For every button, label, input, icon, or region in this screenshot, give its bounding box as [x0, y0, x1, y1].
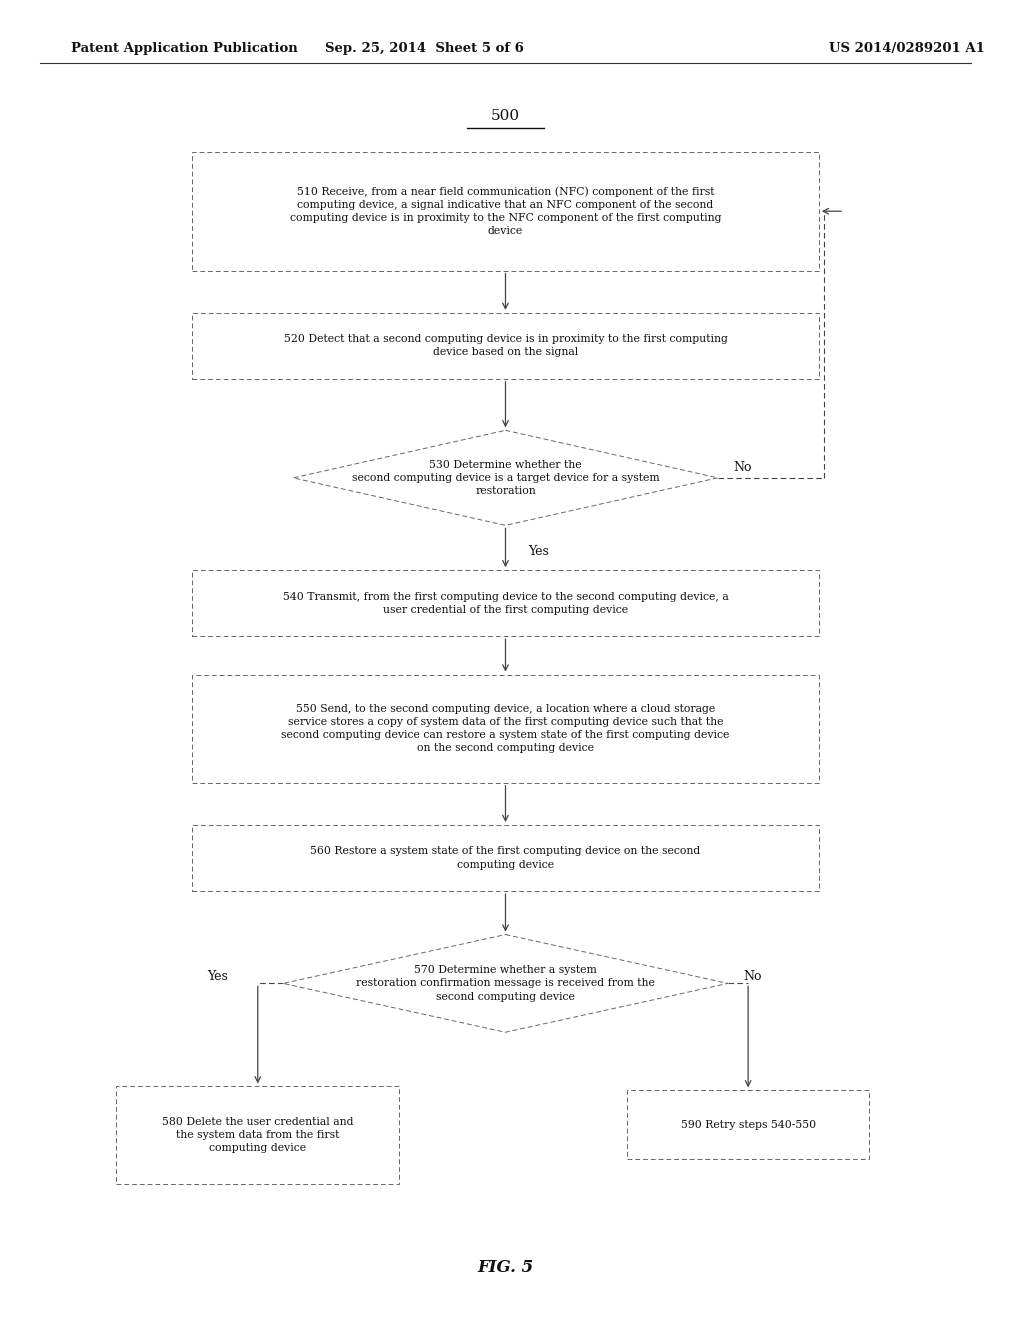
Polygon shape [283, 935, 728, 1032]
Text: Patent Application Publication: Patent Application Publication [71, 42, 298, 55]
Text: 540 Transmit, from the first computing device to the second computing device, a
: 540 Transmit, from the first computing d… [283, 591, 728, 615]
Text: 570 Determine whether a system
restoration confirmation message is received from: 570 Determine whether a system restorati… [356, 965, 655, 1002]
FancyBboxPatch shape [193, 152, 819, 271]
Text: 560 Restore a system state of the first computing device on the second
computing: 560 Restore a system state of the first … [310, 846, 700, 870]
Text: Yes: Yes [527, 545, 549, 558]
FancyBboxPatch shape [117, 1086, 399, 1184]
Text: 510 Receive, from a near field communication (NFC) component of the first
comput: 510 Receive, from a near field communica… [290, 186, 721, 236]
Text: 520 Detect that a second computing device is in proximity to the first computing: 520 Detect that a second computing devic… [284, 334, 727, 358]
FancyBboxPatch shape [193, 570, 819, 636]
Text: Sep. 25, 2014  Sheet 5 of 6: Sep. 25, 2014 Sheet 5 of 6 [326, 42, 524, 55]
Text: No: No [743, 970, 762, 983]
Text: 550 Send, to the second computing device, a location where a cloud storage
servi: 550 Send, to the second computing device… [282, 704, 730, 754]
Text: 580 Delete the user credential and
the system data from the first
computing devi: 580 Delete the user credential and the s… [162, 1117, 353, 1154]
FancyBboxPatch shape [193, 675, 819, 783]
Text: FIG. 5: FIG. 5 [477, 1259, 534, 1275]
Text: 500: 500 [490, 108, 520, 123]
FancyBboxPatch shape [193, 313, 819, 379]
FancyBboxPatch shape [193, 825, 819, 891]
FancyBboxPatch shape [627, 1090, 869, 1159]
Text: No: No [733, 461, 752, 474]
Text: 590 Retry steps 540-550: 590 Retry steps 540-550 [681, 1119, 816, 1130]
Text: 530 Determine whether the
second computing device is a target device for a syste: 530 Determine whether the second computi… [351, 459, 659, 496]
Polygon shape [293, 430, 718, 525]
Text: US 2014/0289201 A1: US 2014/0289201 A1 [829, 42, 985, 55]
Text: Yes: Yes [207, 970, 228, 983]
